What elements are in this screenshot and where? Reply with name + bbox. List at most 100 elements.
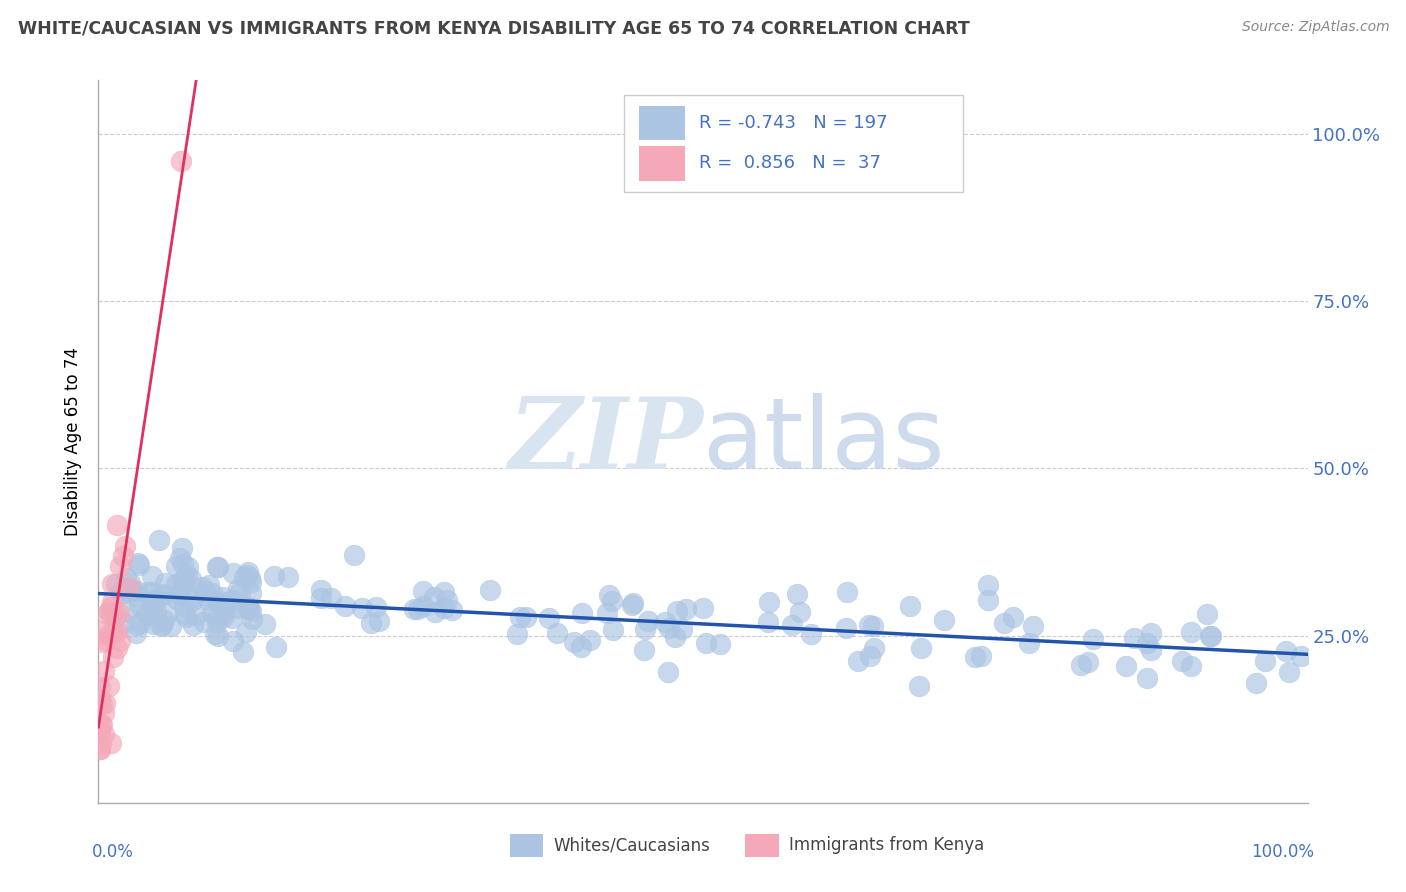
- Point: [108, 606, 131, 620]
- Point: [115, 605, 138, 619]
- Point: [173, 599, 195, 613]
- Point: [633, 642, 655, 657]
- Point: [238, 601, 260, 615]
- Point: [620, 598, 643, 612]
- Point: [169, 550, 191, 565]
- Point: [232, 569, 254, 583]
- Text: 0.0%: 0.0%: [93, 843, 134, 861]
- Point: [204, 627, 226, 641]
- Point: [509, 610, 531, 624]
- Point: [671, 622, 693, 636]
- Point: [135, 607, 157, 621]
- Point: [235, 624, 257, 639]
- Point: [758, 595, 780, 609]
- Point: [197, 578, 219, 592]
- Point: [664, 630, 686, 644]
- Point: [93, 706, 115, 721]
- Point: [156, 607, 179, 622]
- Point: [657, 665, 679, 679]
- Point: [170, 541, 193, 555]
- Point: [1122, 631, 1144, 645]
- Point: [364, 599, 387, 614]
- Point: [963, 650, 986, 665]
- Point: [862, 618, 884, 632]
- Point: [135, 608, 157, 623]
- Bar: [638, 105, 685, 140]
- Point: [546, 625, 568, 640]
- Point: [1291, 649, 1313, 664]
- Point: [110, 558, 132, 573]
- Point: [1278, 665, 1301, 679]
- Point: [263, 568, 285, 582]
- Point: [598, 588, 620, 602]
- Point: [433, 584, 456, 599]
- Point: [1180, 659, 1202, 673]
- Point: [695, 636, 717, 650]
- Point: [90, 737, 112, 751]
- Point: [433, 601, 456, 615]
- Point: [120, 576, 142, 591]
- Point: [309, 591, 332, 606]
- Point: [562, 635, 585, 649]
- Point: [205, 615, 228, 629]
- Point: [89, 742, 111, 756]
- Point: [1136, 635, 1159, 649]
- Point: [153, 576, 176, 591]
- Point: [108, 585, 131, 599]
- Point: [101, 624, 124, 639]
- Point: [91, 624, 114, 639]
- Point: [596, 606, 619, 620]
- Point: [193, 615, 215, 629]
- Text: R =  0.856   N =  37: R = 0.856 N = 37: [699, 154, 882, 172]
- Y-axis label: Disability Age 65 to 74: Disability Age 65 to 74: [65, 347, 83, 536]
- Point: [198, 592, 221, 607]
- Point: [160, 619, 183, 633]
- Point: [112, 615, 135, 630]
- Point: [441, 603, 464, 617]
- Point: [658, 621, 681, 635]
- Point: [181, 590, 204, 604]
- Bar: [638, 146, 685, 181]
- Point: [412, 584, 434, 599]
- Point: [1115, 658, 1137, 673]
- Point: [114, 571, 136, 585]
- Point: [352, 600, 374, 615]
- Point: [93, 727, 115, 741]
- Point: [311, 583, 333, 598]
- Point: [786, 587, 808, 601]
- Point: [100, 607, 122, 621]
- Point: [834, 621, 856, 635]
- Point: [569, 640, 592, 655]
- Point: [863, 640, 886, 655]
- Point: [141, 585, 163, 599]
- Point: [360, 616, 382, 631]
- Point: [128, 598, 150, 612]
- Point: [107, 640, 129, 655]
- Point: [89, 724, 111, 739]
- Point: [1081, 632, 1104, 646]
- Point: [127, 590, 149, 604]
- Point: [239, 604, 262, 618]
- Point: [235, 568, 257, 582]
- Point: [240, 612, 263, 626]
- Point: [112, 549, 135, 564]
- Point: [229, 584, 252, 599]
- Point: [1199, 629, 1222, 643]
- Point: [1244, 676, 1267, 690]
- Point: [515, 610, 537, 624]
- Point: [184, 607, 207, 622]
- Point: [104, 576, 127, 591]
- Point: [571, 606, 593, 620]
- Point: [675, 602, 697, 616]
- Point: [205, 610, 228, 624]
- Point: [1171, 654, 1194, 668]
- Point: [1180, 625, 1202, 640]
- Point: [165, 559, 187, 574]
- Point: [846, 654, 869, 668]
- Point: [1140, 643, 1163, 657]
- Point: [264, 640, 287, 654]
- Point: [194, 583, 217, 598]
- Point: [125, 626, 148, 640]
- Point: [600, 594, 623, 608]
- Point: [692, 600, 714, 615]
